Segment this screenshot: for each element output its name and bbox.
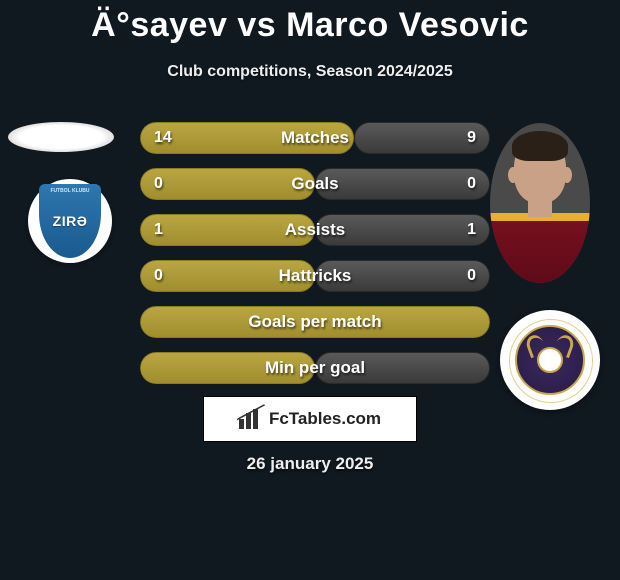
stat-row: Goals per match [140,306,490,338]
stat-value-left: 14 [154,122,172,154]
player-left-photo [8,122,114,152]
comparison-title: Ä°sayev vs Marco Vesovic [0,0,620,45]
stats-bars: Matches149Goals00Assists11Hattricks00Goa… [140,122,490,398]
club-badge-right [500,310,600,410]
stat-value-right: 9 [467,122,476,154]
player-right-photo [490,123,590,283]
stat-row: Goals00 [140,168,490,200]
stat-value-right: 0 [467,260,476,292]
stat-value-left: 0 [154,260,163,292]
comparison-date: 26 january 2025 [0,454,620,474]
stat-value-right: 1 [467,214,476,246]
stat-row: Min per goal [140,352,490,384]
club-badge-left: FUTBOL KLUBU ZIRƏ [28,179,112,263]
stat-row: Matches149 [140,122,490,154]
comparison-subtitle: Club competitions, Season 2024/2025 [0,63,620,81]
stat-value-right: 0 [467,168,476,200]
stat-value-left: 0 [154,168,163,200]
club-left-label: ZIRƏ [53,213,88,229]
branding-box[interactable]: FcTables.com [203,396,417,442]
stat-value-left: 1 [154,214,163,246]
stat-row: Hattricks00 [140,260,490,292]
bar-chart-icon [239,409,263,429]
stat-row: Assists11 [140,214,490,246]
club-left-top-label: FUTBOL KLUBU [39,188,101,194]
branding-text: FcTables.com [269,409,381,429]
